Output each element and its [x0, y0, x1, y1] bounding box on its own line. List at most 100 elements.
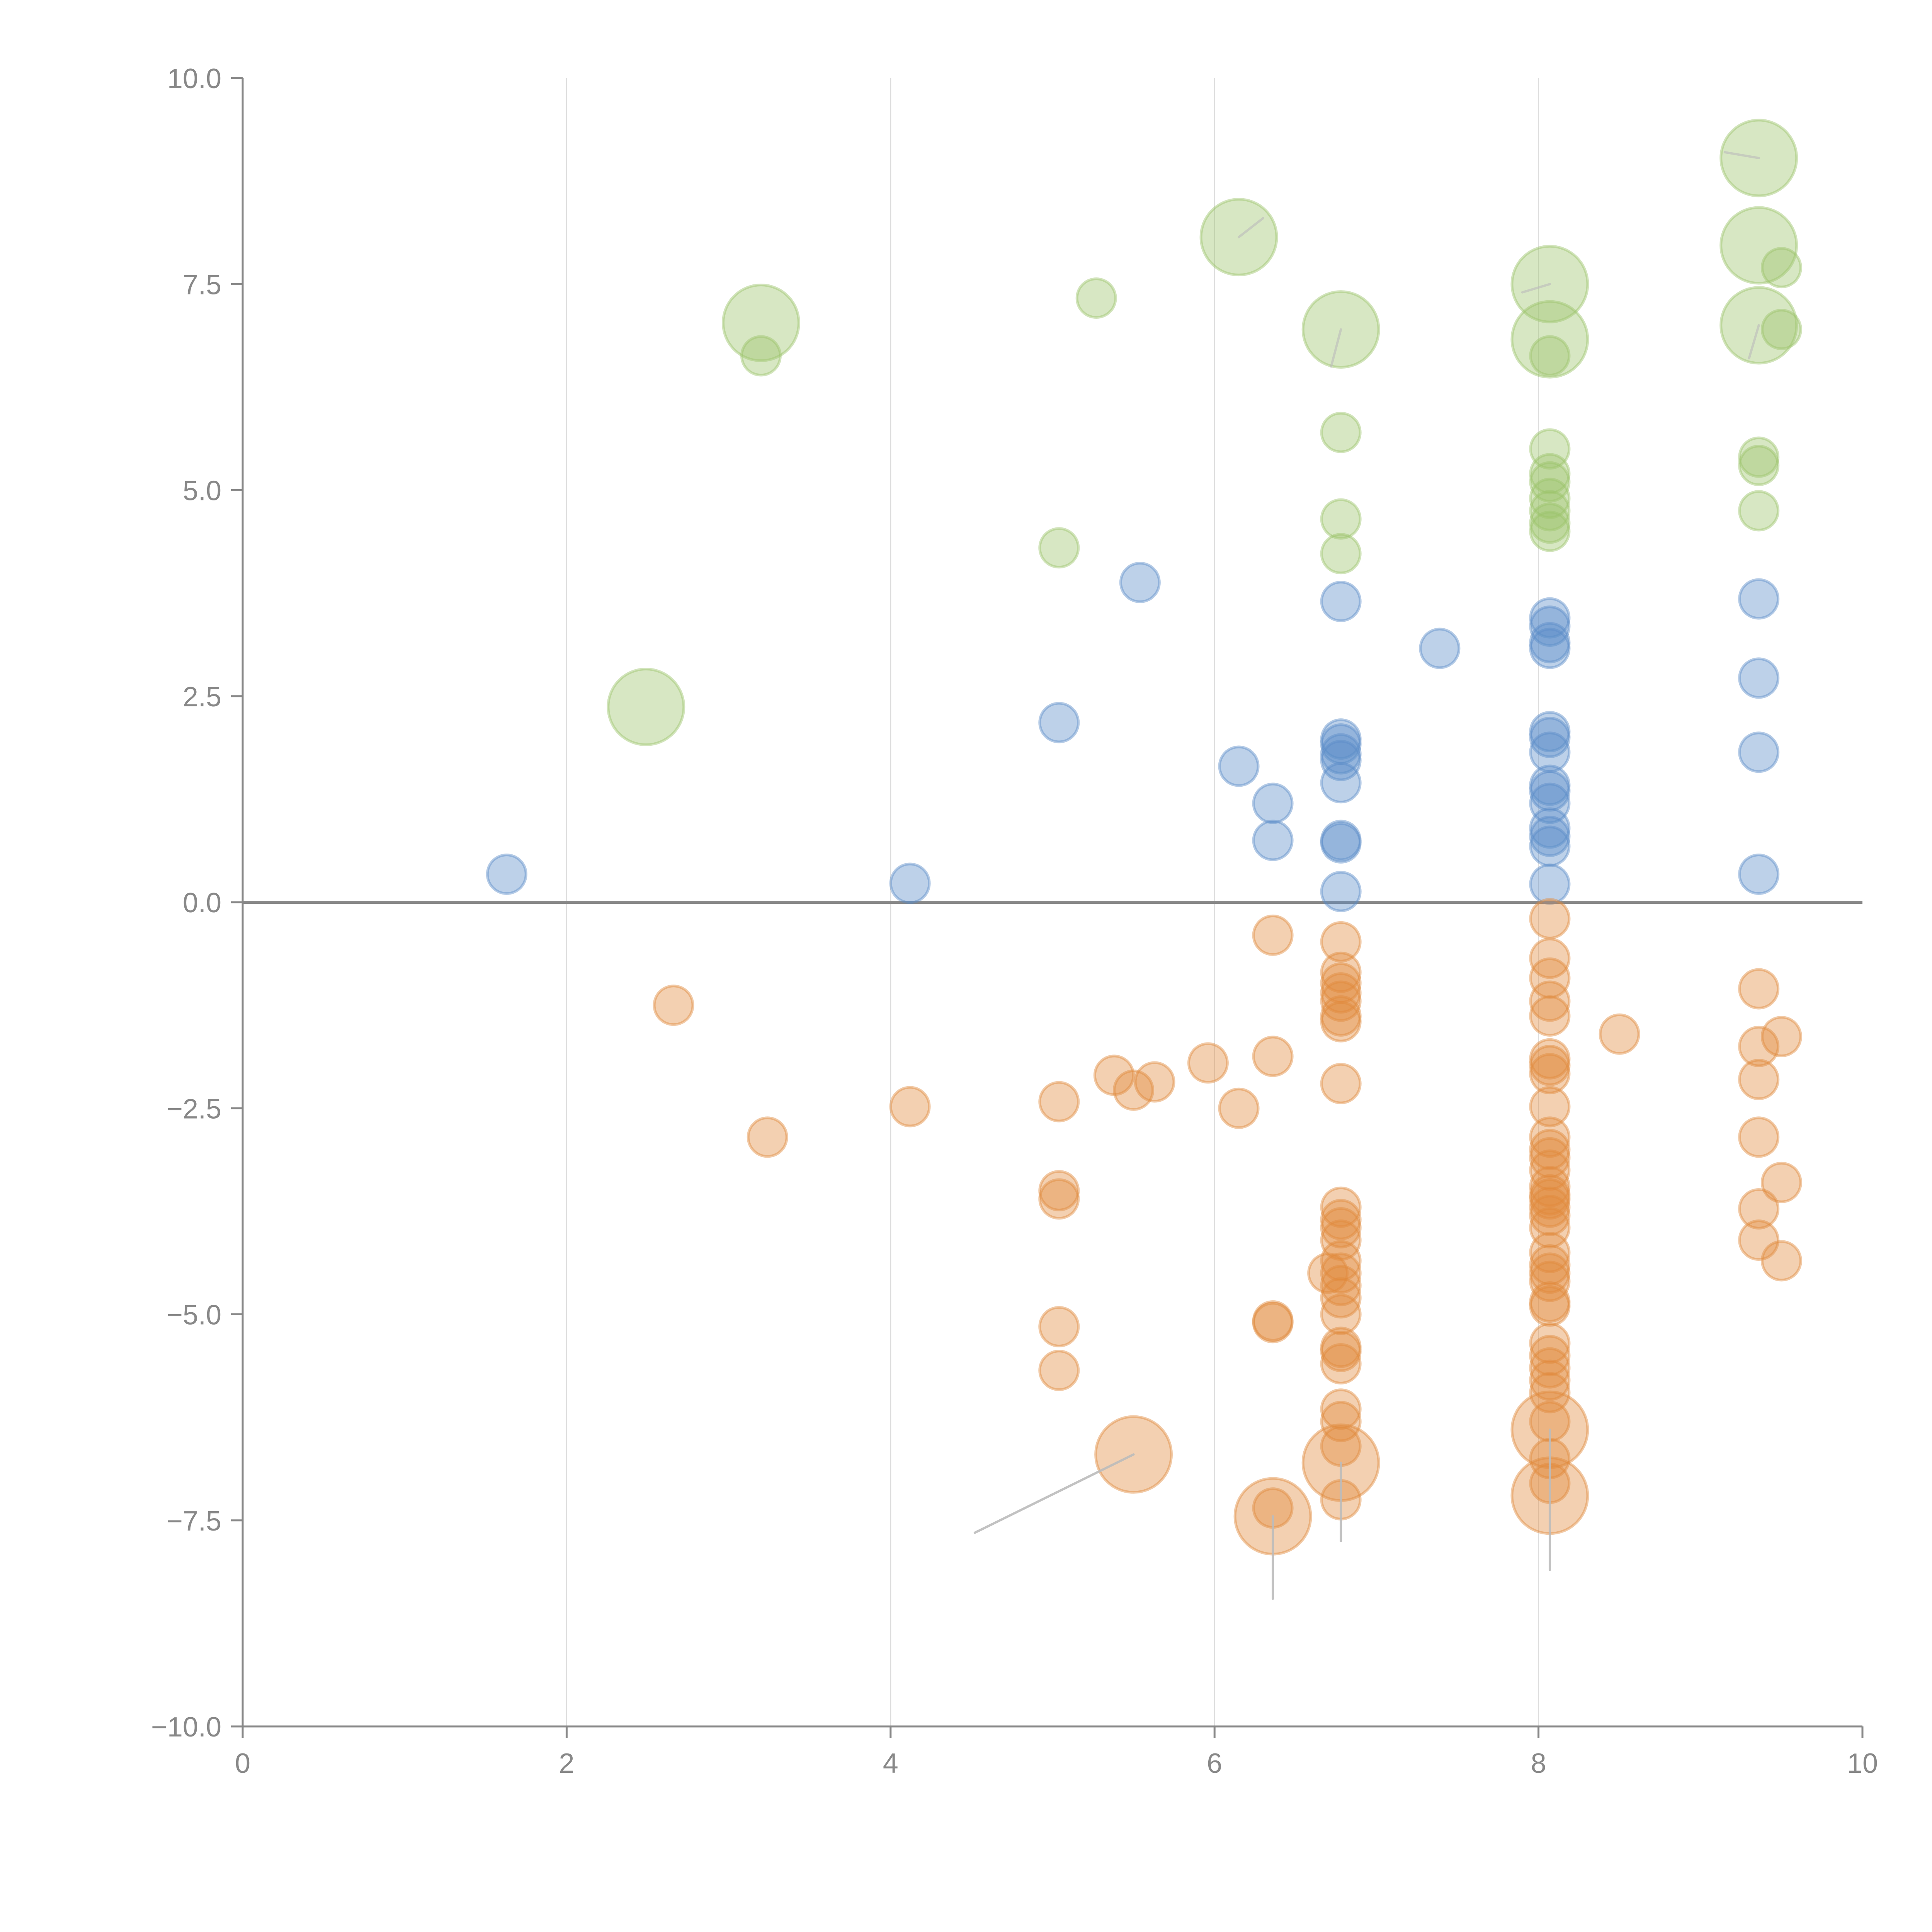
bubble-orange	[1038, 1081, 1080, 1122]
bubble-blue	[1529, 770, 1571, 812]
leader-lines	[973, 151, 1760, 1600]
bubble-orange	[1529, 1322, 1571, 1364]
bubble-blue	[1529, 711, 1571, 752]
bubble-orange	[1093, 1054, 1135, 1096]
bubble-orange	[1529, 1137, 1571, 1179]
bubble-orange	[1320, 1265, 1362, 1306]
series-green	[607, 119, 1802, 746]
bubble-orange	[1738, 1026, 1780, 1067]
bubble-orange	[1529, 1186, 1571, 1228]
bubble-green	[1529, 490, 1571, 532]
bubble-blue	[1738, 853, 1780, 895]
bubble-orange	[1529, 1335, 1571, 1376]
bubble-blue	[1038, 702, 1080, 743]
bubble-orange	[1320, 1388, 1362, 1430]
bubble-orange	[1320, 1294, 1362, 1335]
bubble-orange	[1529, 1195, 1571, 1236]
bubble-orange	[1529, 1232, 1571, 1274]
bubble-blue	[1529, 807, 1571, 849]
data-points	[486, 119, 1802, 1556]
bubble-orange	[1760, 1016, 1802, 1058]
bubble-orange	[1529, 1372, 1571, 1413]
bubble-blue	[1320, 740, 1362, 781]
bubble-green	[1529, 335, 1571, 377]
bubble-orange	[1320, 1240, 1362, 1282]
bubble-orange	[1307, 1252, 1349, 1294]
bubble-blue	[1738, 578, 1780, 620]
bubble-green	[1320, 498, 1362, 540]
bubble-orange	[1529, 1174, 1571, 1216]
bubble-orange	[1529, 1285, 1571, 1327]
leader-line	[1748, 324, 1760, 360]
bubble-orange	[1738, 1116, 1780, 1158]
series-orange	[653, 898, 1802, 1556]
bubble-orange	[1038, 1306, 1080, 1347]
bubble-orange	[1320, 1252, 1362, 1294]
bubble-green	[1529, 502, 1571, 544]
series-blue	[486, 561, 1780, 912]
bubble-green	[1719, 206, 1798, 285]
bubble-green	[607, 667, 685, 746]
bubble-blue	[1529, 863, 1571, 905]
y-tick-label: 7.5	[183, 269, 221, 300]
bubble-orange	[1760, 1240, 1802, 1282]
bubble-orange	[1320, 1207, 1362, 1249]
x-tick-label: 4	[883, 1748, 898, 1779]
bubble-orange	[1320, 1186, 1362, 1228]
bubble-orange	[653, 985, 694, 1026]
bubble-green	[1075, 277, 1117, 319]
leader-line	[973, 1453, 1135, 1534]
bubble-orange	[1529, 1252, 1571, 1294]
y-tick-label: −10.0	[151, 1712, 221, 1743]
bubble-orange	[1134, 1061, 1175, 1103]
bubble-green	[1760, 309, 1802, 350]
bubble-green	[1738, 436, 1780, 478]
bubble-green	[1529, 453, 1571, 495]
bubble-orange	[1038, 1350, 1080, 1391]
y-tick-label: 0.0	[183, 888, 221, 918]
bubble-orange	[1738, 1219, 1780, 1261]
bubble-blue	[1529, 815, 1571, 857]
bubble-orange	[1320, 995, 1362, 1037]
x-tick-label: 10	[1847, 1748, 1878, 1779]
bubble-orange	[1599, 1013, 1640, 1055]
bubble-blue	[1320, 733, 1362, 775]
y-axis-ticks: 10.0 7.5 5.0 2.5 0.0 −2.5 −5.0 −7.5 −10.0	[151, 63, 243, 1743]
x-tick-label: 6	[1207, 1748, 1222, 1779]
y-tick-label: 10.0	[167, 63, 221, 94]
bubble-blue	[1320, 718, 1362, 760]
bubble-orange	[1038, 1178, 1080, 1220]
bubble-green	[740, 335, 782, 377]
leader-line	[1521, 283, 1551, 294]
bubble-blue	[1529, 825, 1571, 867]
x-tick-label: 2	[559, 1748, 574, 1779]
bubble-orange	[1529, 1359, 1571, 1401]
bubble-orange	[1320, 1219, 1362, 1261]
bubble-orange	[1529, 1244, 1571, 1286]
y-tick-label: −5.0	[167, 1300, 221, 1331]
bubble-blue	[1252, 820, 1294, 861]
bubble-orange	[1320, 980, 1362, 1022]
bubble-blue	[1320, 762, 1362, 804]
bubble-green	[1529, 478, 1571, 519]
bubble-orange	[1252, 914, 1294, 956]
x-tick-label: 0	[235, 1748, 250, 1779]
bubble-green	[721, 284, 800, 362]
bubble-blue	[1529, 716, 1571, 758]
bubble-orange	[1760, 1162, 1802, 1203]
bubble-orange	[1252, 1036, 1294, 1077]
x-tick-label: 8	[1531, 1748, 1546, 1779]
bubble-blue	[1320, 822, 1362, 864]
bubble-orange	[1529, 1116, 1571, 1158]
bubble-green	[1529, 510, 1571, 552]
bubble-orange	[1738, 968, 1780, 1010]
bubble-blue	[1529, 782, 1571, 824]
bubble-orange	[1320, 972, 1362, 1014]
bubble-blue	[889, 862, 931, 904]
axes	[242, 78, 1862, 1728]
bubble-blue	[1218, 745, 1260, 787]
bubble-green	[1529, 461, 1571, 503]
bubble-orange	[1320, 1401, 1362, 1442]
x-axis-ticks: 0 2 4 6 8 10	[235, 1726, 1878, 1779]
bubble-orange	[1738, 1188, 1780, 1230]
